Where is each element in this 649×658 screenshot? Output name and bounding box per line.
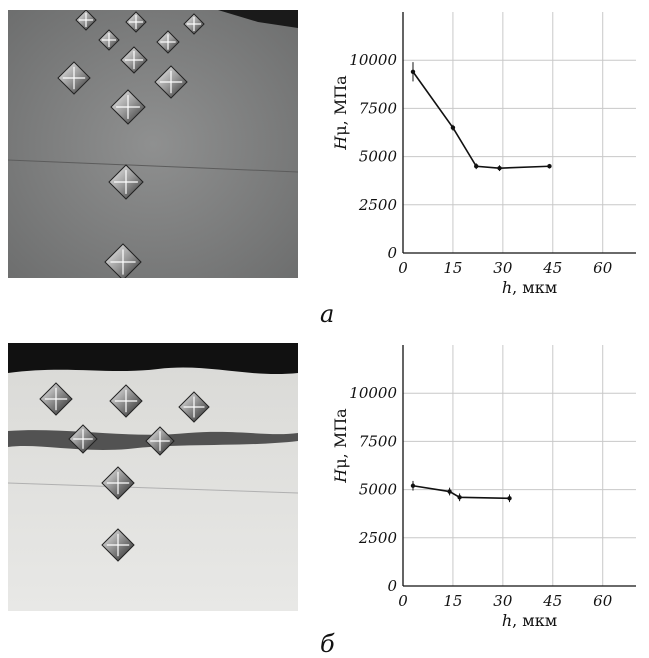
indentation-7 [154,65,188,99]
indentation-2 [183,13,205,35]
indentation-2 [178,391,210,423]
indentation-3 [98,29,120,51]
x-tick-label-1: 15 [443,259,462,277]
indentation-5 [101,466,135,500]
x-axis-label: h, мкм [502,611,557,630]
indentation-6 [101,528,135,562]
indentations-a [57,10,205,278]
data-point-2 [457,495,462,500]
data-point-2 [474,164,479,169]
y-tick-label-0: 0 [387,244,397,262]
indentation-8 [110,89,146,125]
x-tick-label-0: 0 [398,259,408,277]
indentation-10 [104,243,142,278]
indentation-3 [68,424,98,454]
y-tick-label-3: 7500 [359,432,398,450]
indentation-1 [109,384,143,418]
indentation-4 [156,30,180,54]
y-axis-label: Hμ, МПа [331,408,350,484]
chart-b: 0 15 30 45 60 0 2500 5000 7500 10000 h, мкм Hμ, МПа [318,333,649,633]
x-axis-label: h, мкм [502,278,557,297]
indentation-5 [120,46,148,74]
data-point-1 [450,125,456,130]
x-tick-label-4: 60 [593,259,613,277]
indentation-6 [57,61,91,95]
series-line-0 [412,71,550,169]
indentation-0 [39,382,73,416]
x-tick-label-3: 45 [542,592,562,610]
y-tick-label-4: 10000 [349,384,397,402]
x-tick-label-1: 15 [443,592,462,610]
data-point-4 [547,164,552,169]
x-tick-label-3: 45 [542,259,562,277]
y-axis-label: Hμ, МПа [331,75,350,151]
indentations-b [39,382,210,562]
indentation-9 [108,164,144,200]
x-tick-label-2: 30 [493,259,513,277]
data-point-3 [497,165,502,171]
data-point-0 [410,69,416,74]
y-tick-label-2: 5000 [359,148,398,166]
y-tick-label-3: 7500 [359,99,398,117]
data-point-1 [447,489,452,494]
x-tick-label-0: 0 [398,592,408,610]
y-tick-label-0: 0 [387,577,397,595]
panel-label-a: а [320,300,335,328]
data-point-3 [507,496,512,501]
panel-label-b: б [320,630,335,658]
micrograph-b [8,343,298,611]
indentation-4 [145,426,175,456]
y-tick-label-1: 2500 [358,196,398,214]
chart-a: 0 15 30 45 60 0 2500 5000 7500 10000 h, мкм Hμ, МПа [318,0,649,300]
x-tick-label-4: 60 [593,592,613,610]
indentation-1 [125,11,147,33]
y-tick-label-4: 10000 [349,51,397,69]
data-point-0 [410,483,416,488]
y-tick-label-1: 2500 [358,529,398,547]
series-line-0 [412,484,510,500]
x-tick-label-2: 30 [493,592,513,610]
y-tick-label-2: 5000 [359,481,398,499]
indentation-0 [75,10,97,31]
micrograph-a [8,10,298,278]
